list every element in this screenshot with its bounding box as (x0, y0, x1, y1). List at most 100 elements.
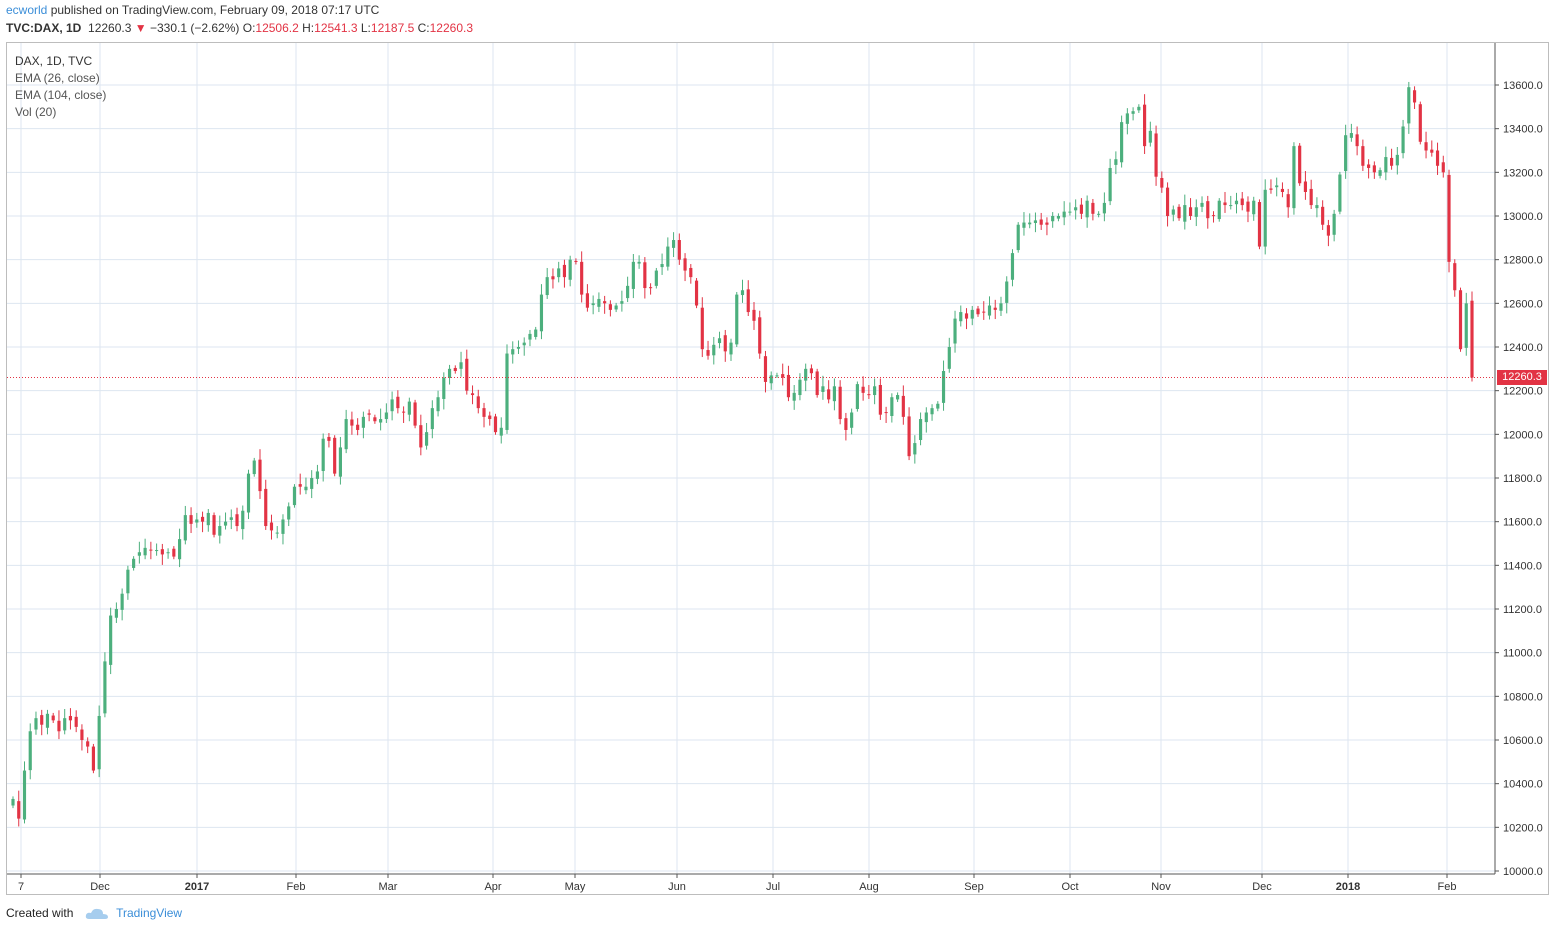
candle-body (700, 307, 704, 350)
chart-frame[interactable] (6, 42, 1549, 895)
legend-ema26[interactable]: EMA (26, close) (15, 71, 100, 85)
candle-body (809, 368, 814, 374)
candle-body (1263, 189, 1267, 247)
candle-body (597, 298, 601, 307)
candle-body (80, 729, 84, 740)
candle-body (447, 368, 452, 379)
candle-body (1045, 222, 1049, 225)
candle-body (419, 425, 423, 448)
candle (631, 253, 635, 299)
candle-body (666, 246, 670, 267)
candle-body (1108, 167, 1112, 202)
candle-body (1137, 106, 1141, 111)
candle-body (229, 517, 233, 520)
candle (1039, 212, 1043, 230)
candle-body (40, 715, 44, 725)
candle (993, 299, 997, 320)
candle (465, 349, 469, 395)
candle (1252, 196, 1256, 221)
candle (758, 310, 762, 359)
candle-body (390, 399, 394, 412)
candle-body (1091, 202, 1095, 214)
candle-body (1458, 290, 1463, 350)
legend-volume[interactable]: Vol (20) (15, 105, 57, 119)
candle (459, 351, 463, 377)
candle (1303, 171, 1308, 200)
candle-body (1470, 300, 1474, 378)
candle-body (717, 338, 722, 344)
candle (867, 384, 871, 399)
candle (1114, 151, 1118, 175)
candle-body (884, 412, 888, 414)
low-value: 12187.5 (370, 21, 415, 35)
candle-body (206, 512, 210, 526)
candle-body (896, 395, 900, 400)
candle (913, 435, 917, 464)
candle (890, 393, 894, 423)
y-tick-label: 12200.0 (1503, 386, 1543, 398)
candle-body (218, 526, 222, 536)
candle (229, 509, 233, 530)
candle (855, 381, 859, 412)
candle (516, 340, 521, 354)
candle-body (907, 416, 911, 457)
candle-body (1240, 198, 1244, 206)
candle (51, 712, 55, 723)
legend-ema104[interactable]: EMA (104, close) (15, 88, 107, 102)
candle (17, 790, 21, 827)
candle (700, 297, 704, 358)
candle (585, 284, 589, 312)
candle-body (396, 396, 400, 409)
candle-body (671, 240, 676, 248)
y-tick-label: 12600.0 (1503, 298, 1543, 310)
candle-body (103, 661, 107, 714)
candle-body (1418, 104, 1422, 142)
candle-body (516, 347, 521, 349)
candle (218, 515, 222, 544)
candle-body (1252, 200, 1256, 215)
candle-body (626, 285, 630, 299)
candle-body (608, 304, 612, 310)
x-tick-label: May (565, 881, 586, 893)
candle-body (694, 280, 699, 306)
candle (68, 708, 73, 730)
candle (907, 407, 911, 461)
candle-body (918, 419, 923, 441)
tradingview-link[interactable]: TradingView (116, 906, 183, 920)
candle-body (913, 443, 917, 455)
candle-body (792, 392, 796, 401)
candle-body (379, 419, 383, 423)
candle-body (1033, 220, 1038, 223)
x-tick-label: Feb (1438, 881, 1457, 893)
candle (982, 301, 986, 320)
candle (22, 761, 27, 824)
candle (786, 365, 791, 402)
tradingview-cloud-icon[interactable] (85, 907, 109, 921)
candle-body (775, 375, 779, 377)
candle (333, 435, 337, 477)
candle-body (155, 550, 159, 552)
candle (166, 548, 170, 559)
candle (792, 384, 796, 410)
candle-body (68, 715, 73, 721)
author-link[interactable]: ecworld (6, 3, 48, 17)
x-tick-label: Jun (668, 881, 686, 893)
candle (114, 602, 118, 623)
candle-body (873, 386, 877, 396)
candle (1280, 182, 1285, 198)
candle (947, 337, 951, 373)
candle-body (1200, 202, 1204, 207)
y-tick-label: 11200.0 (1503, 604, 1542, 616)
candle (402, 406, 406, 423)
candle-body (1280, 188, 1285, 192)
candle (315, 464, 320, 485)
candle-body (861, 386, 865, 393)
candle (1332, 209, 1336, 242)
candle-body (1367, 164, 1371, 168)
candle (1160, 171, 1164, 193)
candle-body (585, 293, 589, 308)
candle-body (1435, 150, 1440, 166)
candle (976, 305, 980, 317)
candle-body (1143, 104, 1147, 147)
